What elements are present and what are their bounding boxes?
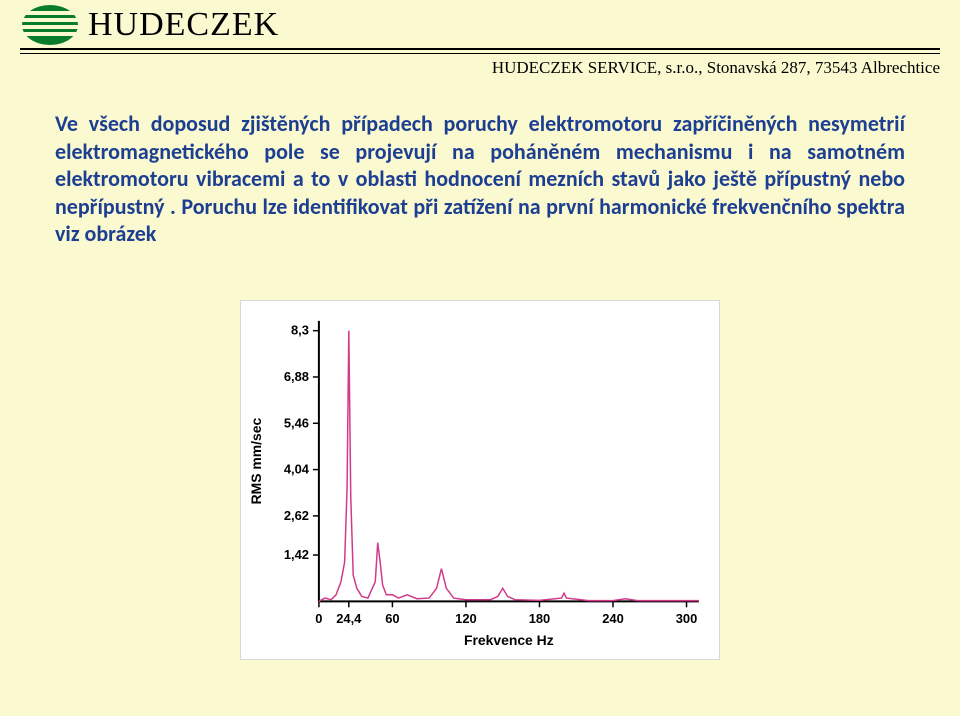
- svg-text:0: 0: [315, 611, 322, 626]
- svg-text:1,42: 1,42: [284, 547, 309, 562]
- page-header: HUDECZEK HUDECZEK SERVICE, s.r.o., Stona…: [20, 0, 940, 78]
- svg-text:120: 120: [455, 611, 477, 626]
- svg-text:5,46: 5,46: [284, 415, 309, 430]
- svg-text:300: 300: [676, 611, 698, 626]
- svg-text:24,4: 24,4: [336, 611, 362, 626]
- company-logo-icon: [20, 4, 80, 46]
- svg-text:180: 180: [529, 611, 551, 626]
- svg-text:240: 240: [602, 611, 624, 626]
- logo-row: HUDECZEK: [20, 0, 940, 46]
- frequency-spectrum-chart: 8,3 6,88 5,46 4,04 2,62 1,42 0 24,4 60 120 180 240 3…: [240, 300, 720, 660]
- svg-text:60: 60: [385, 611, 399, 626]
- svg-text:Frekvence Hz: Frekvence Hz: [464, 632, 554, 648]
- body-paragraph: Ve všech doposud zjištěných případech po…: [55, 110, 905, 248]
- svg-text:6,88: 6,88: [284, 369, 309, 384]
- svg-text:8,3: 8,3: [291, 323, 309, 338]
- svg-text:RMS mm/sec: RMS mm/sec: [248, 418, 264, 505]
- svg-text:4,04: 4,04: [284, 462, 310, 477]
- divider: [20, 48, 940, 50]
- company-address: HUDECZEK SERVICE, s.r.o., Stonavská 287,…: [20, 58, 940, 78]
- company-name: HUDECZEK: [88, 6, 279, 44]
- svg-text:2,62: 2,62: [284, 508, 309, 523]
- chart-svg: 8,3 6,88 5,46 4,04 2,62 1,42 0 24,4 60 120 180 240 3…: [241, 301, 719, 659]
- divider: [20, 53, 940, 54]
